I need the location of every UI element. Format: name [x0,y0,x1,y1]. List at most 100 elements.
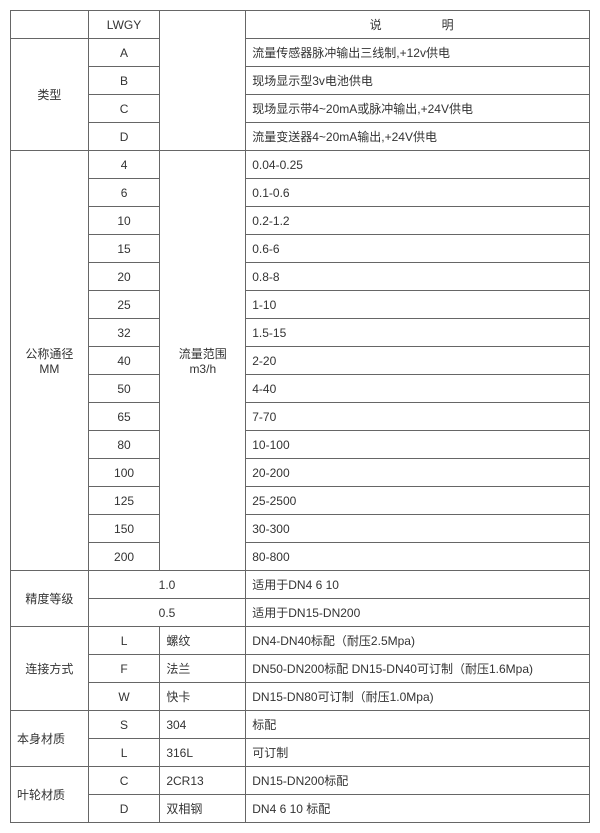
table-row: F 法兰 DN50-DN200标配 DN15-DN40可订制（耐压1.6Mpa) [11,655,590,683]
range-value: 2-20 [246,347,590,375]
table-row: 100 20-200 [11,459,590,487]
type-desc: 流量变送器4~20mA输出,+24V供电 [246,123,590,151]
body-material-code: S [88,711,160,739]
dn-value: 125 [88,487,160,515]
blank-cell [11,11,89,39]
table-row: 150 30-300 [11,515,590,543]
type-code: B [88,67,160,95]
dn-value: 100 [88,459,160,487]
table-row: 0.5 适用于DN15-DN200 [11,599,590,627]
range-value: 4-40 [246,375,590,403]
table-row: C 现场显示带4~20mA或脉冲输出,+24V供电 [11,95,590,123]
range-value: 0.2-1.2 [246,207,590,235]
body-material-label: 本身材质 [11,711,89,767]
type-desc: 现场显示带4~20mA或脉冲输出,+24V供电 [246,95,590,123]
type-label: 类型 [11,39,89,151]
accuracy-grade: 1.0 [88,571,246,599]
table-row: 40 2-20 [11,347,590,375]
connection-desc: DN4-DN40标配（耐压2.5Mpa) [246,627,590,655]
dn-value: 25 [88,291,160,319]
connection-code: W [88,683,160,711]
table-row: 321.5-15 [11,319,590,347]
dn-value: 80 [88,431,160,459]
table-row: 连接方式 L 螺纹 DN4-DN40标配（耐压2.5Mpa) [11,627,590,655]
dn-value: 20 [88,263,160,291]
table-row: 25 1-10 [11,291,590,319]
accuracy-desc: 适用于DN15-DN200 [246,599,590,627]
table-row: 本身材质 S 304 标配 [11,711,590,739]
dn-value: 65 [88,403,160,431]
type-code: D [88,123,160,151]
body-material-name: 304 [160,711,246,739]
accuracy-label: 精度等级 [11,571,89,627]
table-row: 20 0.8-8 [11,263,590,291]
range-value: 80-800 [246,543,590,571]
impeller-material-desc: DN4 6 10 标配 [246,795,590,823]
table-row: B 现场显示型3v电池供电 [11,67,590,95]
connection-name: 螺纹 [160,627,246,655]
table-row: 80 10-100 [11,431,590,459]
dn-label: 公称通径 MM [11,151,89,571]
dn-value: 15 [88,235,160,263]
dn-value: 10 [88,207,160,235]
table-row: 类型 A 流量传感器脉冲输出三线制,+12v供电 [11,39,590,67]
table-row: D 流量变送器4~20mA输出,+24V供电 [11,123,590,151]
range-label-l2: m3/h [189,362,216,376]
impeller-material-label: 叶轮材质 [11,767,89,823]
range-value: 25-2500 [246,487,590,515]
dn-value: 40 [88,347,160,375]
range-value: 0.6-6 [246,235,590,263]
table-row: 6 0.1-0.6 [11,179,590,207]
range-value: 0.04-0.25 [246,151,590,179]
type-code: A [88,39,160,67]
dn-value: 150 [88,515,160,543]
dn-value: 200 [88,543,160,571]
accuracy-grade: 0.5 [88,599,246,627]
blank-merged-cell [160,11,246,151]
table-row: 125 25-2500 [11,487,590,515]
table-row: 15 0.6-6 [11,235,590,263]
impeller-material-name: 双相钢 [160,795,246,823]
dn-value: 6 [88,179,160,207]
dn-label-l1: 公称通径 [25,347,73,361]
table-row: D 双相钢 DN4 6 10 标配 [11,795,590,823]
header-desc: 说 明 [246,11,590,39]
type-code: C [88,95,160,123]
connection-name: 法兰 [160,655,246,683]
table-row: W 快卡 DN15-DN80可订制（耐压1.0Mpa) [11,683,590,711]
connection-desc: DN50-DN200标配 DN15-DN40可订制（耐压1.6Mpa) [246,655,590,683]
dn-label-l2: MM [39,362,59,376]
connection-name: 快卡 [160,683,246,711]
range-value: 20-200 [246,459,590,487]
range-label-l1: 流量范围 [179,347,227,361]
range-value: 1-10 [246,291,590,319]
impeller-material-desc: DN15-DN200标配 [246,767,590,795]
table-row: 叶轮材质 C 2CR13 DN15-DN200标配 [11,767,590,795]
connection-desc: DN15-DN80可订制（耐压1.0Mpa) [246,683,590,711]
range-value: 10-100 [246,431,590,459]
spec-table: LWGY 说 明 类型 A 流量传感器脉冲输出三线制,+12v供电 B 现场显示… [10,10,590,823]
dn-value: 50 [88,375,160,403]
connection-label: 连接方式 [11,627,89,711]
range-value: 0.1-0.6 [246,179,590,207]
dn-value: 4 [88,151,160,179]
type-desc: 现场显示型3v电池供电 [246,67,590,95]
range-value: 0.8-8 [246,263,590,291]
table-row: 200 80-800 [11,543,590,571]
header-code: LWGY [88,11,160,39]
table-row: 公称通径 MM 4 流量范围 m3/h 0.04-0.25 [11,151,590,179]
range-value: 30-300 [246,515,590,543]
impeller-material-name: 2CR13 [160,767,246,795]
accuracy-desc: 适用于DN4 6 10 [246,571,590,599]
table-row: 657-70 [11,403,590,431]
impeller-material-code: C [88,767,160,795]
table-row: 精度等级 1.0 适用于DN4 6 10 [11,571,590,599]
table-row: 10 0.2-1.2 [11,207,590,235]
impeller-material-code: D [88,795,160,823]
connection-code: L [88,627,160,655]
range-value: 1.5-15 [246,319,590,347]
connection-code: F [88,655,160,683]
body-material-desc: 标配 [246,711,590,739]
table-row: 50 4-40 [11,375,590,403]
table-row: LWGY 说 明 [11,11,590,39]
